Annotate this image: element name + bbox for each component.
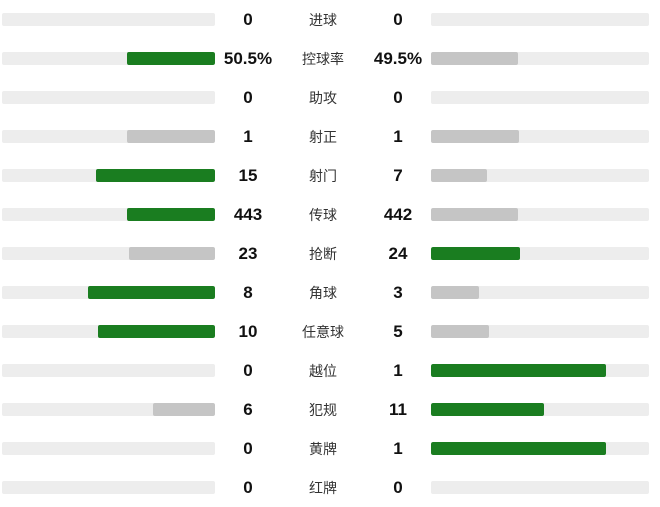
- stat-row: 0 越位 1: [0, 351, 660, 390]
- away-bar-track: [431, 130, 649, 143]
- home-bar-track: [2, 130, 215, 143]
- away-value: 3: [393, 282, 403, 302]
- home-bar-track: [2, 325, 215, 338]
- away-bar-fill: [431, 325, 489, 338]
- stat-row: 15 射门 7: [0, 156, 660, 195]
- home-value: 1: [243, 126, 253, 146]
- stat-label: 抢断: [309, 245, 337, 262]
- stat-label: 射门: [309, 167, 337, 184]
- away-value: 1: [393, 360, 403, 380]
- stat-row: 23 抢断 24: [0, 234, 660, 273]
- home-value: 0: [243, 360, 253, 380]
- away-value: 0: [393, 87, 403, 107]
- away-value: 442: [383, 204, 413, 224]
- away-bar-track: [431, 13, 649, 26]
- stat-label: 传球: [309, 206, 337, 223]
- away-value: 7: [393, 165, 403, 185]
- home-value: 8: [243, 282, 253, 302]
- home-bar-fill: [96, 169, 215, 182]
- away-value: 11: [389, 399, 407, 419]
- away-bar-track: [431, 364, 649, 377]
- home-bar-track: [2, 13, 215, 26]
- home-bar-fill: [88, 286, 215, 299]
- stat-label: 红牌: [309, 479, 337, 496]
- away-value: 24: [388, 243, 408, 263]
- stat-label: 进球: [309, 11, 337, 28]
- away-bar-fill: [431, 364, 606, 377]
- stat-label: 任意球: [302, 323, 344, 340]
- stat-row: 8 角球 3: [0, 273, 660, 312]
- away-bar-fill: [431, 130, 519, 143]
- away-bar-track: [431, 286, 649, 299]
- home-bar-fill: [98, 325, 215, 338]
- away-bar-track: [431, 403, 649, 416]
- home-value: 15: [238, 165, 258, 185]
- away-bar-track: [431, 169, 649, 182]
- stat-row: 0 红牌 0: [0, 468, 660, 507]
- away-bar-fill: [431, 247, 520, 260]
- away-bar-track: [431, 91, 649, 104]
- home-bar-track: [2, 364, 215, 377]
- home-bar-track: [2, 52, 215, 65]
- away-bar-fill: [431, 208, 518, 221]
- stat-label: 犯规: [309, 401, 337, 418]
- home-bar-track: [2, 286, 215, 299]
- home-bar-track: [2, 442, 215, 455]
- away-bar-track: [431, 442, 649, 455]
- stat-row: 6 犯规 11: [0, 390, 660, 429]
- home-value: 6: [243, 399, 253, 419]
- home-bar-track: [2, 247, 215, 260]
- home-bar-track: [2, 208, 215, 221]
- home-value: 0: [243, 87, 253, 107]
- stat-row: 0 黄牌 1: [0, 429, 660, 468]
- stat-label: 射正: [309, 128, 337, 145]
- away-value: 49.5%: [373, 48, 423, 68]
- stat-row: 10 任意球 5: [0, 312, 660, 351]
- home-bar-track: [2, 169, 215, 182]
- stat-row: 1 射正 1: [0, 117, 660, 156]
- away-value: 0: [393, 9, 403, 29]
- away-value: 1: [393, 438, 403, 458]
- away-bar-track: [431, 52, 649, 65]
- home-bar-track: [2, 403, 215, 416]
- away-bar-fill: [431, 403, 544, 416]
- stat-label: 越位: [309, 362, 337, 379]
- home-bar-fill: [127, 208, 215, 221]
- away-bar-track: [431, 481, 649, 494]
- home-bar-fill: [153, 403, 215, 416]
- stat-label: 角球: [309, 284, 337, 301]
- away-bar-fill: [431, 442, 606, 455]
- home-value: 0: [243, 477, 253, 497]
- away-bar-fill: [431, 286, 479, 299]
- home-value: 0: [243, 9, 253, 29]
- away-bar-fill: [431, 169, 487, 182]
- away-value: 1: [393, 126, 403, 146]
- away-bar-fill: [431, 52, 518, 65]
- away-bar-track: [431, 208, 649, 221]
- home-bar-fill: [129, 247, 215, 260]
- away-value: 0: [393, 477, 403, 497]
- home-bar-track: [2, 481, 215, 494]
- stat-label: 助攻: [309, 89, 337, 106]
- stat-label: 控球率: [302, 50, 344, 67]
- stat-label: 黄牌: [309, 440, 337, 457]
- away-bar-track: [431, 325, 649, 338]
- home-value: 50.5%: [223, 48, 273, 68]
- stat-row: 443 传球 442: [0, 195, 660, 234]
- home-value: 10: [238, 321, 258, 341]
- home-bar-track: [2, 91, 215, 104]
- away-bar-track: [431, 247, 649, 260]
- home-bar-fill: [127, 130, 215, 143]
- home-value: 0: [243, 438, 253, 458]
- home-value: 23: [238, 243, 258, 263]
- stat-row: 0 助攻 0: [0, 78, 660, 117]
- away-value: 5: [393, 321, 403, 341]
- home-bar-fill: [127, 52, 215, 65]
- stat-row: 50.5% 控球率 49.5%: [0, 39, 660, 78]
- home-value: 443: [233, 204, 263, 224]
- stat-row: 0 进球 0: [0, 0, 660, 39]
